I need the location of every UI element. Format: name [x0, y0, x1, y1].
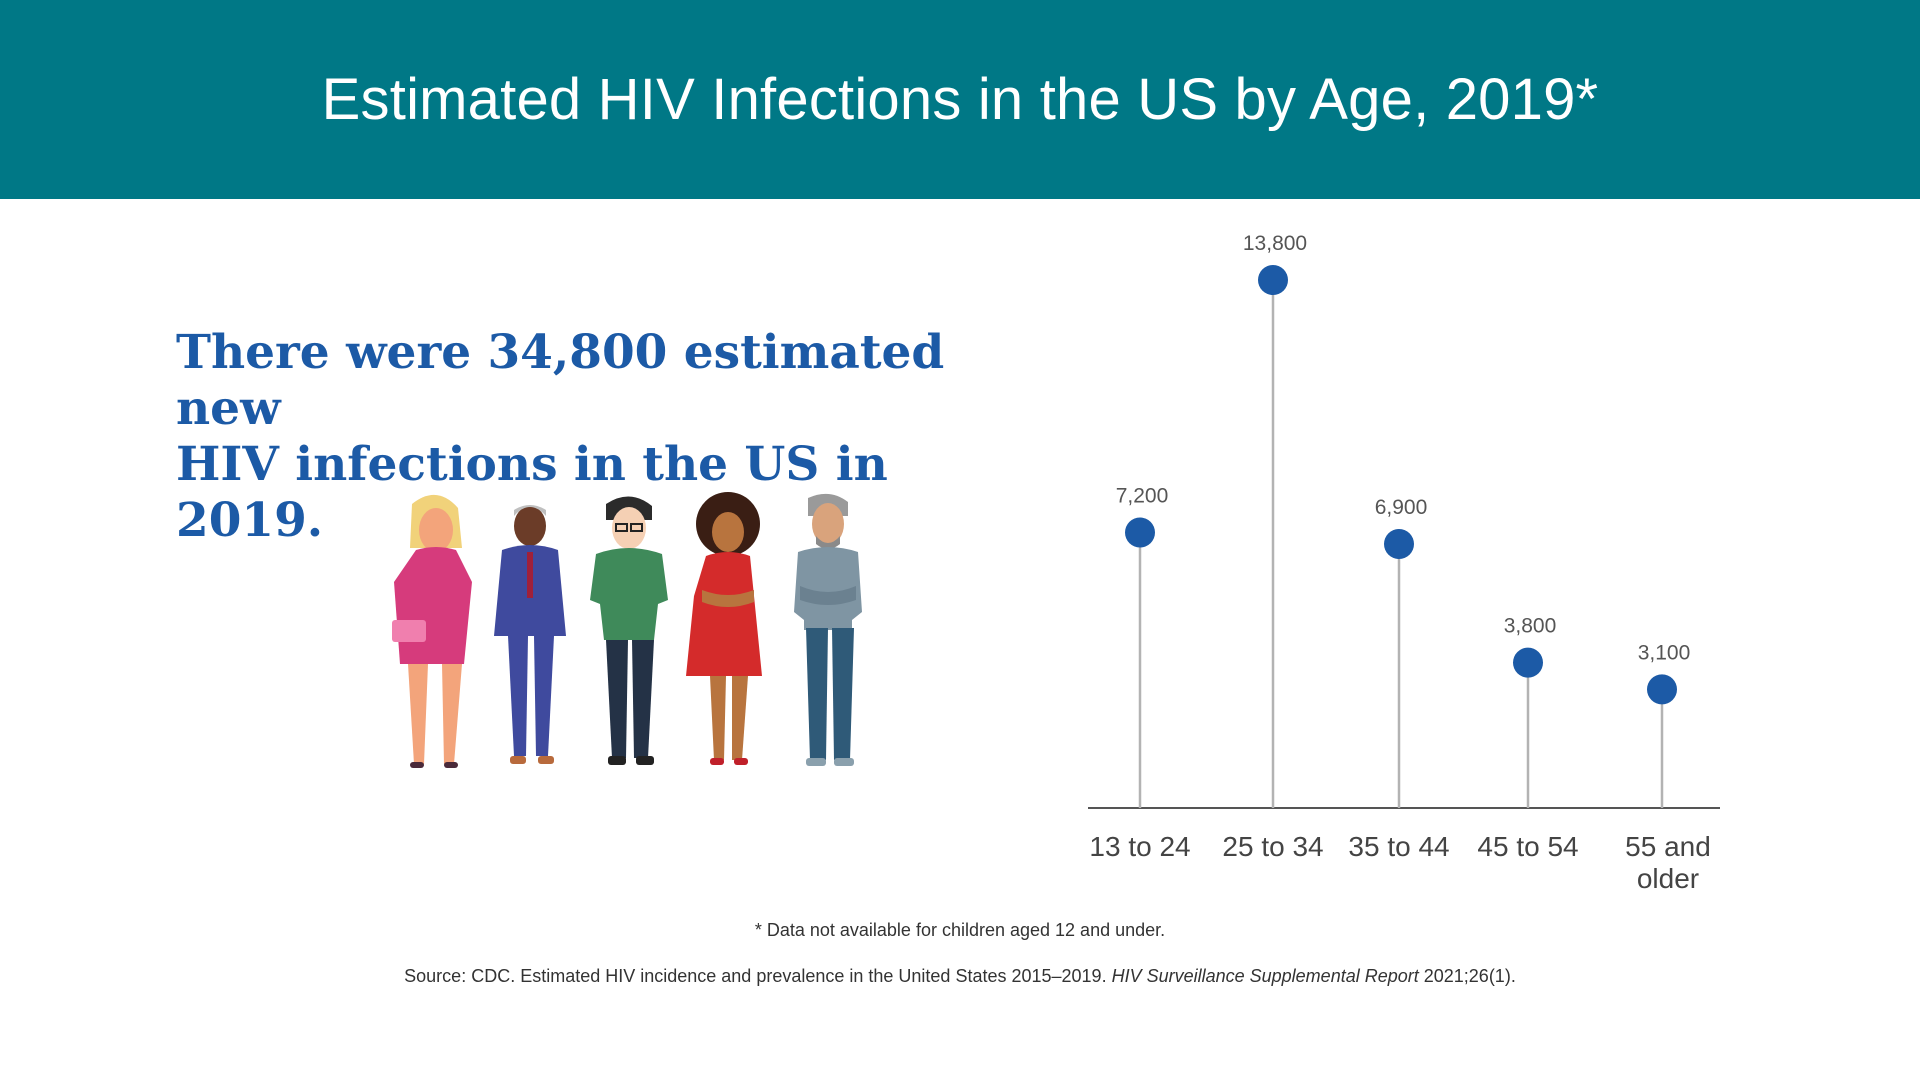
headline-line-2: HIV infections in the US in 2019. [176, 437, 888, 548]
x-tick-label: older [1637, 863, 1699, 894]
data-label: 3,800 [1504, 615, 1557, 638]
lollipop-chart: 7,200 13 to 24 13,800 25 to 34 6,900 35 to 44… [1088, 232, 1720, 894]
x-tick-label: 35 to 44 [1348, 831, 1449, 862]
headline-line-1: There were 34,800 estimated new [176, 325, 945, 436]
x-tick-label: 13 to 24 [1089, 831, 1190, 862]
data-point [1384, 529, 1414, 559]
header-banner: Estimated HIV Infections in the US by Ag… [0, 0, 1920, 199]
source-prefix: Source: CDC. Estimated HIV incidence and… [404, 966, 1112, 986]
person-older-man-grey-icon [794, 493, 862, 766]
person-woman-red-dress-icon [686, 492, 762, 765]
person-man-blue-suit-icon [494, 505, 566, 764]
data-point [1258, 265, 1288, 295]
data-label: 7,200 [1116, 485, 1169, 508]
source-suffix: 2021;26(1). [1418, 966, 1516, 986]
source-report-title: HIV Surveillance Supplemental Report [1111, 966, 1419, 986]
footnote: * Data not available for children aged 1… [754, 920, 1166, 940]
person-woman-pink-dress-icon [392, 494, 472, 768]
x-tick-label: 25 to 34 [1222, 831, 1323, 862]
data-label: 3,100 [1638, 641, 1691, 664]
data-point [1647, 674, 1677, 705]
people-group-illustration [392, 492, 862, 768]
x-tick-label: 45 to 54 [1477, 831, 1578, 862]
x-tick-label: 55 and [1625, 831, 1711, 862]
headline: There were 34,800 estimated new HIV infe… [176, 325, 996, 549]
page-title: Estimated HIV Infections in the US by Ag… [321, 67, 1599, 132]
data-point [1513, 647, 1543, 678]
data-label: 6,900 [1375, 496, 1428, 519]
person-man-green-shirt-icon [590, 496, 668, 765]
data-label: 13,800 [1243, 232, 1307, 255]
source-citation: Source: CDC. Estimated HIV incidence and… [0, 966, 1920, 987]
data-point [1125, 517, 1155, 548]
